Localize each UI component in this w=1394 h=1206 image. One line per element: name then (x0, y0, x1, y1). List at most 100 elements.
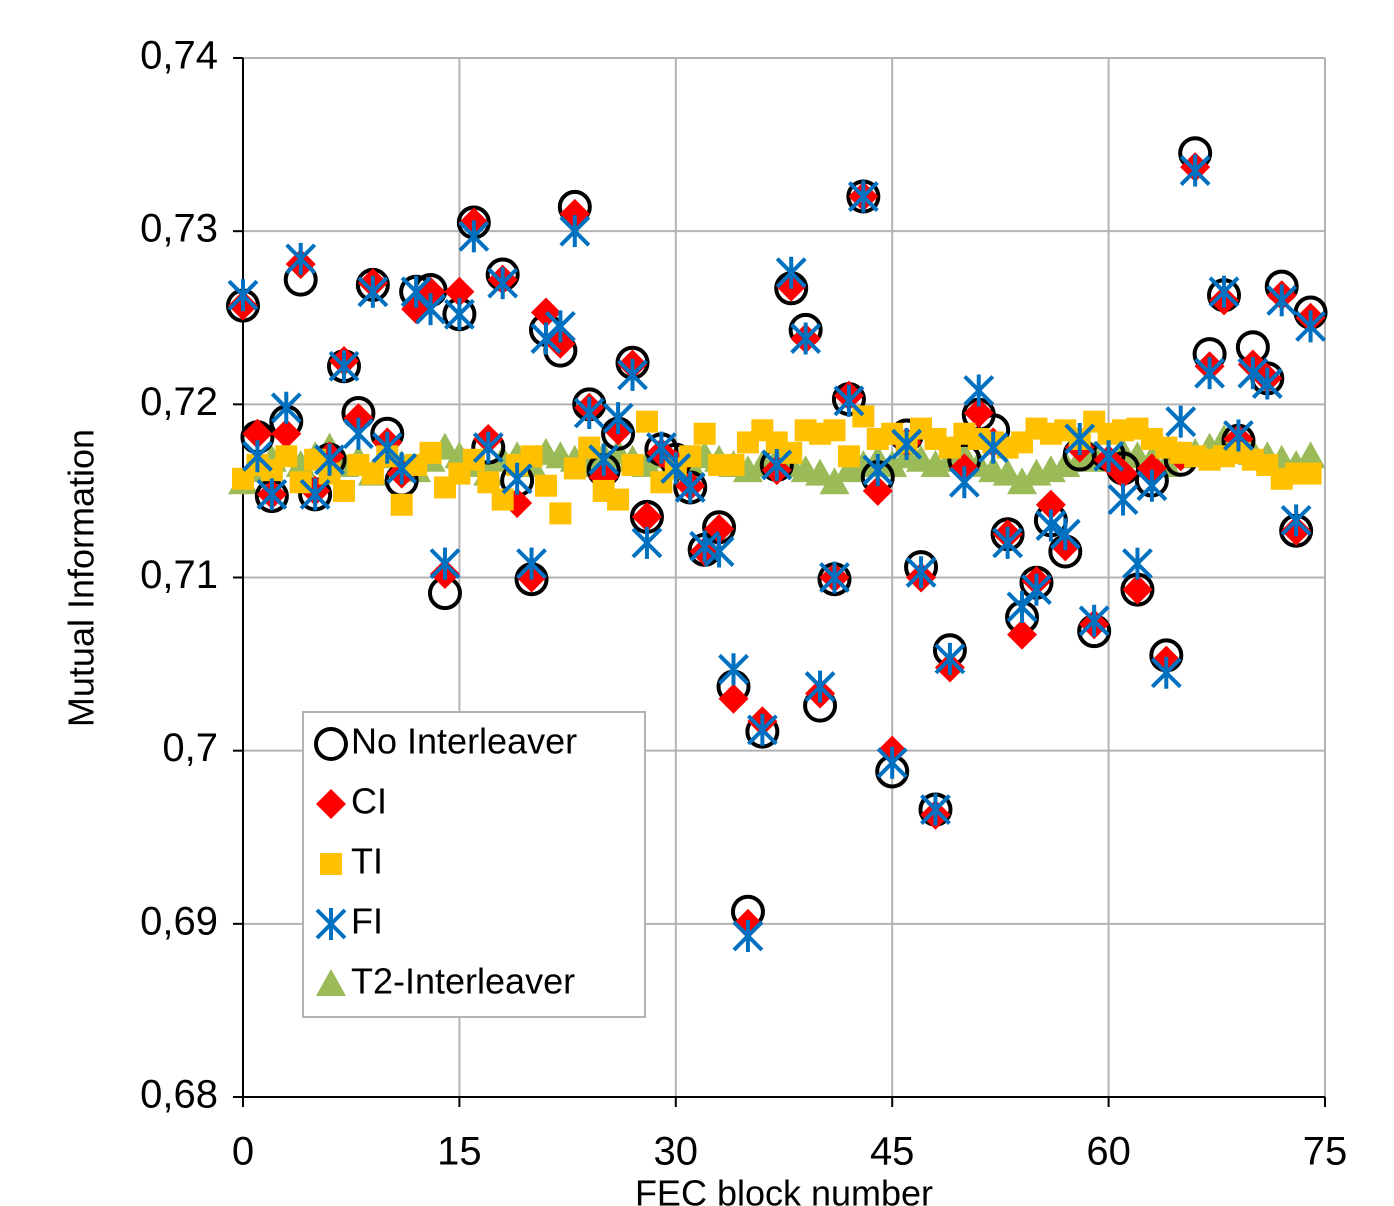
marker (607, 488, 630, 511)
marker (963, 374, 995, 407)
marker (718, 653, 749, 686)
legend-marker (320, 853, 342, 875)
marker (934, 642, 966, 675)
marker (1108, 458, 1139, 489)
marker (1006, 590, 1038, 623)
marker (804, 670, 836, 703)
legend-label: T2-Interleaver (351, 961, 575, 1002)
marker (275, 445, 298, 468)
marker (1150, 656, 1182, 689)
marker (693, 422, 716, 445)
marker (559, 215, 591, 248)
marker (534, 474, 557, 497)
marker (1295, 441, 1326, 469)
y-tick-label: 0,7 (162, 726, 218, 770)
marker (833, 384, 865, 417)
marker (674, 471, 706, 504)
marker (342, 417, 374, 450)
marker (617, 358, 648, 391)
marker (819, 561, 850, 594)
y-axis-title: Mutual Information (61, 429, 102, 727)
marker (588, 443, 620, 476)
legend-box (302, 711, 646, 1018)
marker (718, 683, 749, 714)
marker (419, 441, 442, 464)
marker (746, 713, 778, 746)
marker (1007, 619, 1038, 650)
marker (477, 471, 500, 494)
series (227, 154, 1326, 952)
marker (1194, 357, 1226, 390)
marker (1122, 547, 1153, 580)
y-tick-label: 0,69 (140, 899, 218, 943)
marker (862, 475, 893, 506)
marker (732, 919, 764, 952)
marker (1280, 504, 1312, 537)
marker (472, 431, 504, 464)
marker (227, 279, 259, 312)
marker (270, 391, 302, 424)
marker (1093, 440, 1125, 473)
marker (271, 418, 302, 449)
marker (443, 298, 475, 331)
legend-marker (316, 969, 346, 996)
marker (444, 276, 475, 307)
marker (242, 440, 273, 473)
marker (285, 242, 317, 275)
x-tick-label: 75 (1303, 1130, 1348, 1174)
marker (1064, 422, 1096, 455)
marker (1078, 604, 1110, 637)
series (232, 405, 1322, 525)
x-tick-label: 30 (654, 1130, 699, 1174)
marker (549, 502, 572, 525)
marker (415, 293, 446, 326)
marker (242, 418, 273, 449)
marker (314, 443, 345, 476)
marker (429, 547, 461, 580)
marker (371, 431, 403, 464)
marker (823, 419, 846, 442)
marker (963, 397, 994, 428)
marker (1208, 275, 1240, 308)
marker (299, 478, 331, 511)
marker (1165, 405, 1197, 438)
y-tick-label: 0,68 (140, 1073, 218, 1117)
marker (390, 493, 413, 516)
marker (1237, 357, 1269, 390)
marker (573, 396, 605, 429)
marker (361, 462, 384, 485)
legend-marker (316, 789, 346, 819)
marker (1035, 489, 1066, 520)
marker (328, 350, 360, 383)
marker (948, 466, 980, 499)
marker (775, 256, 807, 289)
y-tick-label: 0,73 (140, 207, 218, 251)
marker (621, 453, 644, 476)
marker (805, 458, 836, 486)
legend-marker (315, 908, 347, 940)
legend-marker (314, 727, 348, 761)
x-tick-label: 60 (1086, 1130, 1131, 1174)
marker (602, 402, 634, 435)
y-tick-label: 0,74 (140, 34, 218, 78)
marker (819, 467, 850, 495)
marker (491, 488, 514, 511)
marker (891, 428, 923, 461)
marker (645, 431, 677, 464)
marker (1021, 573, 1052, 606)
marker (1299, 462, 1322, 485)
marker (1107, 483, 1139, 516)
marker (1295, 310, 1326, 343)
marker (635, 410, 658, 433)
x-tick-label: 0 (232, 1130, 254, 1174)
marker (1122, 574, 1153, 605)
marker (1035, 509, 1067, 542)
legend-label: FI (351, 901, 383, 942)
marker (722, 453, 745, 476)
marker (1251, 367, 1283, 400)
marker (631, 526, 663, 559)
legend-label: TI (351, 841, 383, 882)
marker (357, 275, 389, 308)
